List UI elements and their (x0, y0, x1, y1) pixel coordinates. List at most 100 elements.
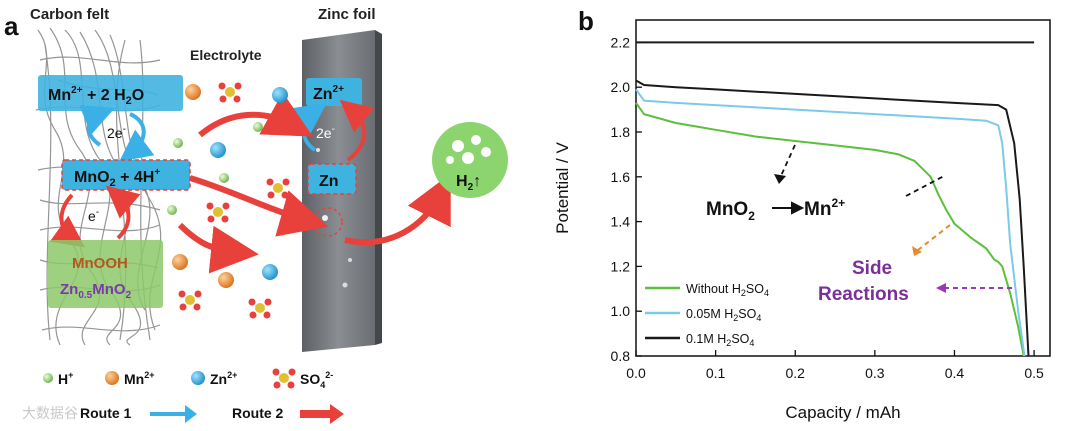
red-arrow-down (177, 222, 259, 274)
x-tick-label: 0.4 (945, 365, 965, 381)
side-reactions-line2: Reactions (818, 284, 909, 305)
mno2-h-text: MnO2 + 4H+ (74, 167, 160, 189)
plot-frame (635, 19, 1051, 357)
legend-mn-marker (105, 371, 119, 385)
species-legend: H+ Mn2+ Zn2+ SO42- (43, 368, 333, 390)
zn-ion (262, 264, 278, 280)
legend-mn-label: Mn2+ (124, 370, 154, 387)
mn-h2o-text: Mn2+ + 2 H2O (48, 85, 144, 107)
so4-ion (248, 298, 272, 319)
chart-legend: Without H2SO4 0.05M H2SO4 0.1M H2SO4 (645, 282, 769, 348)
legend-h-marker (43, 373, 53, 383)
legend-zn-label: Zn2+ (210, 370, 237, 387)
mnooh-box (48, 240, 163, 308)
zn-ion (210, 142, 226, 158)
annotation-mn-label: Mn2+ (804, 196, 845, 220)
left-red-arrow-up (105, 185, 141, 240)
y-axis-label: Potential / V (553, 142, 572, 234)
h2-molecule-atom (471, 135, 481, 145)
so4-ion (178, 290, 202, 311)
right-cycle-arrow-red (339, 99, 375, 162)
zn2-text: Zn2+ (313, 84, 344, 103)
side-reactions-orange-pointer (917, 224, 951, 251)
legend-label-01: 0.1M H2SO4 (686, 332, 754, 348)
y-tick-label: 2.2 (611, 34, 631, 50)
y-tick-label: 1.0 (611, 303, 631, 319)
mn-ion (185, 84, 201, 100)
zn-box (307, 163, 357, 195)
h2-molecule-atom (452, 140, 464, 152)
x-tick-label: 0.0 (626, 365, 646, 381)
legend-so4-marker (272, 368, 296, 389)
side-reactions-orange-head (912, 246, 922, 256)
h-ion (253, 122, 263, 132)
legend-zn-marker (191, 371, 205, 385)
left-cycle-arrow-up (79, 105, 115, 147)
annotation-dashed-pointer (779, 144, 796, 179)
h2-molecule-atom (446, 156, 454, 164)
x-tick-label: 0.1 (706, 365, 726, 381)
left-2e-label: 2e- (107, 124, 126, 141)
legend-h-label: H+ (58, 370, 73, 387)
left-red-arrow-down (49, 193, 86, 248)
bubble (322, 215, 328, 221)
mn-h2o-box (38, 75, 183, 111)
mno2-h-box (61, 159, 191, 191)
zn-mno2-label: Zn0.5MnO2 (60, 281, 132, 301)
annotation-mno2-mn: MnO2 (706, 199, 755, 223)
y-tick-label: 2.0 (611, 79, 631, 95)
bubble (348, 258, 352, 262)
panel-b: b 0.81.01.21.41.61.82.02.2 0.0 0.1 0.2 0.3 0… (553, 6, 1051, 422)
panel-a: a Carbon felt Zinc foil Electrolyte (4, 6, 508, 424)
left-e-label: e- (88, 207, 99, 224)
h2-molecule-atom (462, 152, 474, 164)
x-tick-label: 0.2 (785, 365, 805, 381)
legend-label-without: Without H2SO4 (686, 282, 769, 298)
watermark: 大数据谷 (22, 405, 78, 421)
zinc-foil-edge (375, 30, 382, 345)
red-arrow-to-h2 (344, 173, 451, 246)
route1-arrow (150, 405, 197, 423)
so4-ion (266, 178, 290, 199)
zinc-foil-title: Zinc foil (318, 6, 376, 23)
left-cycle-arrow-down (119, 112, 155, 162)
mn-ion (172, 254, 188, 270)
legend-so4-label: SO42- (300, 370, 333, 390)
legend-label-005: 0.05M H2SO4 (686, 307, 761, 323)
right-2e-label: 2e- (316, 124, 335, 141)
side-reactions-purple-head (936, 283, 946, 293)
bubble (342, 282, 348, 288)
panel-a-label: a (4, 11, 19, 41)
h2-label: H2↑ (456, 173, 481, 193)
route2-label: Route 2 (232, 405, 284, 421)
y-tick-label: 1.6 (611, 169, 631, 185)
x-axis-label: Capacity / mAh (785, 403, 900, 422)
x-tick-label: 0.5 (1024, 365, 1044, 381)
x-tick-label: 0.3 (865, 365, 885, 381)
so4-ion (218, 82, 242, 103)
annotation-arrow (772, 201, 805, 215)
panel-b-label: b (578, 6, 594, 36)
mnooh-label: MnOOH (72, 255, 128, 272)
annotation-dashed-pointer-head (774, 174, 786, 184)
y-tick-label: 1.2 (611, 258, 631, 274)
zn2-box (306, 78, 362, 106)
x-axis-ticks: 0.0 0.1 0.2 0.3 0.4 0.5 (626, 350, 1044, 381)
zn-ion (272, 87, 288, 103)
h2-molecule-atom (481, 147, 491, 157)
bubble (316, 148, 320, 152)
h-ion (173, 138, 183, 148)
side-reactions-line1: Side (852, 258, 892, 279)
mn-ion (218, 272, 234, 288)
series-line-2 (635, 79, 1030, 357)
h-ion (219, 173, 229, 183)
electrolyte-title: Electrolyte (190, 47, 262, 63)
red-arrow-to-zinc-middle (189, 175, 329, 237)
h-ion (167, 205, 177, 215)
zn-text: Zn (319, 173, 339, 190)
y-tick-label: 1.4 (611, 214, 631, 230)
series-layer (635, 41, 1035, 357)
red-arrow-to-zinc-top (198, 92, 313, 138)
route1-label: Route 1 (80, 405, 132, 421)
